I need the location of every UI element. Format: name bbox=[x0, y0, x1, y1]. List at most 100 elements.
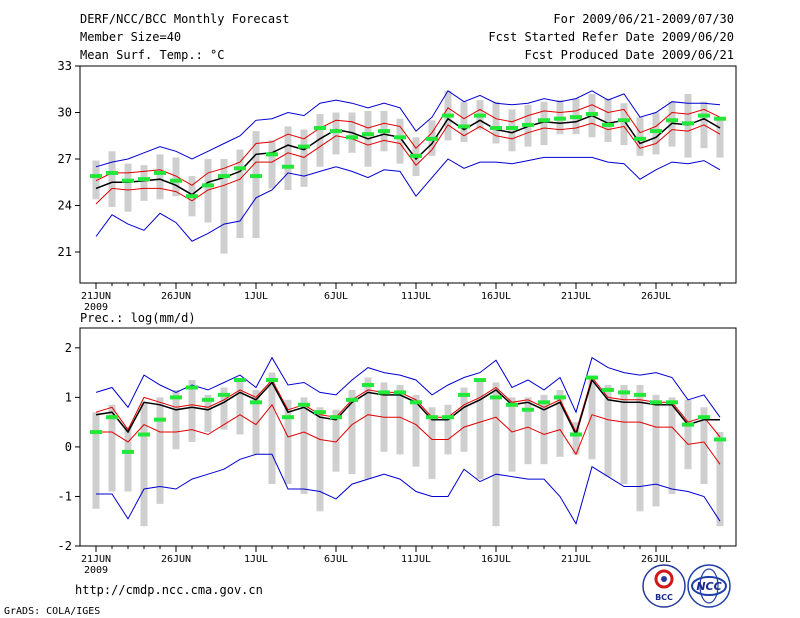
x-tick-label: 21JUN bbox=[81, 554, 111, 565]
x-tick-label: 16JUL bbox=[481, 291, 511, 302]
median-marker bbox=[378, 129, 390, 134]
median-marker bbox=[522, 407, 534, 412]
median-marker bbox=[346, 135, 358, 140]
median-marker bbox=[650, 400, 662, 405]
ensemble-range-bar bbox=[460, 387, 468, 452]
median-marker bbox=[666, 400, 678, 405]
ensemble-range-bar bbox=[652, 112, 660, 155]
ensemble-range-bar bbox=[396, 118, 404, 164]
x-tick-label: 16JUL bbox=[481, 554, 511, 565]
median-marker bbox=[538, 118, 550, 123]
ensemble-range-bar bbox=[540, 394, 548, 465]
median-marker bbox=[90, 430, 102, 435]
ensemble-range-bar bbox=[284, 399, 292, 485]
median-marker bbox=[298, 402, 310, 407]
y-tick-label: 1 bbox=[65, 390, 72, 404]
ensemble-range-bar bbox=[92, 160, 100, 200]
ensemble-range-bar bbox=[252, 131, 260, 239]
member-size-label: Member Size=40 bbox=[80, 30, 181, 44]
median-marker bbox=[314, 126, 326, 130]
median-marker bbox=[170, 178, 182, 183]
forecast-start-date: Fcst Started Refer Date 2009/06/20 bbox=[488, 30, 734, 44]
median-marker bbox=[394, 135, 406, 140]
median-marker bbox=[602, 122, 614, 127]
source-url[interactable]: http://cmdp.ncc.cma.gov.cn bbox=[75, 583, 263, 597]
ensemble-range-bar bbox=[204, 394, 212, 433]
ensemble-range-bar bbox=[396, 384, 404, 455]
ensemble-range-bar bbox=[108, 151, 116, 208]
grads-credit: GrADS: COLA/IGES bbox=[4, 606, 100, 617]
bcc-logo: BCC bbox=[642, 564, 686, 608]
median-marker bbox=[138, 432, 150, 437]
median-marker bbox=[474, 378, 486, 383]
median-marker bbox=[266, 378, 278, 383]
median-marker bbox=[490, 395, 502, 400]
median-marker bbox=[170, 395, 182, 400]
ensemble-range-bar bbox=[620, 103, 628, 146]
median-marker bbox=[570, 432, 582, 437]
ensemble-range-bar bbox=[460, 101, 468, 142]
median-marker bbox=[618, 390, 630, 395]
temperature-panel-title: Mean Surf. Temp.: °C bbox=[80, 48, 225, 62]
ensemble-range-bar bbox=[204, 159, 212, 223]
x-tick-label: 11JUL bbox=[401, 291, 431, 302]
ensemble-range-bar bbox=[428, 407, 436, 480]
ensemble-range-bar bbox=[588, 377, 596, 460]
x-tick-label: 26JUN bbox=[161, 554, 191, 565]
ensemble-range-bar bbox=[412, 394, 420, 467]
median-marker bbox=[282, 164, 294, 169]
median-marker bbox=[666, 118, 678, 123]
median-marker bbox=[154, 417, 166, 422]
ensemble-range-bar bbox=[220, 387, 228, 430]
ensemble-range-bar bbox=[716, 432, 724, 527]
median-marker bbox=[106, 170, 118, 175]
ensemble-range-bar bbox=[604, 384, 612, 477]
ensemble-range-bar bbox=[188, 380, 196, 442]
ensemble-range-bar bbox=[524, 397, 532, 465]
median-marker bbox=[650, 129, 662, 134]
year-label: 2009 bbox=[84, 302, 108, 313]
median-marker bbox=[218, 174, 230, 179]
ensemble-range-bar bbox=[572, 422, 580, 455]
ensemble-range-bar bbox=[652, 394, 660, 507]
median-marker bbox=[410, 400, 422, 405]
median-marker bbox=[234, 378, 246, 383]
median-marker bbox=[330, 415, 342, 420]
median-marker bbox=[362, 132, 374, 137]
precipitation-panel: -2 -1 0 1 2 21JUN 26JUN 1JUL 6JUL 11JUL 16JUL 21JUL… bbox=[58, 327, 737, 576]
ensemble-range-bar bbox=[124, 163, 132, 212]
min-line bbox=[96, 453, 721, 525]
ensemble-range-bar bbox=[700, 407, 708, 485]
year-label: 2009 bbox=[84, 565, 108, 576]
ensemble-range-bar bbox=[492, 382, 500, 527]
median-marker bbox=[634, 136, 646, 141]
median-marker bbox=[618, 118, 630, 123]
median-marker bbox=[346, 397, 358, 402]
ncc-logo: NCC bbox=[687, 564, 731, 608]
x-tick-label: 1JUL bbox=[244, 291, 268, 302]
ensemble-range-bar bbox=[684, 93, 692, 158]
median-marker bbox=[298, 144, 310, 149]
ensemble-range-bar bbox=[268, 372, 276, 485]
y-tick-label: -2 bbox=[58, 539, 72, 553]
ensemble-range-bar bbox=[364, 377, 372, 480]
mean-line bbox=[95, 378, 720, 437]
median-marker bbox=[698, 113, 710, 118]
x-tick-label: 6JUL bbox=[324, 554, 348, 565]
forecast-produced-date: Fcst Produced Date 2009/06/21 bbox=[524, 48, 734, 62]
ensemble-range-bar bbox=[156, 154, 164, 200]
median-marker bbox=[234, 166, 246, 171]
median-marker bbox=[394, 390, 406, 395]
x-tick-label: 21JUL bbox=[561, 554, 591, 565]
median-marker bbox=[458, 392, 470, 397]
ensemble-range-bar bbox=[124, 427, 132, 492]
ensemble-range-bar bbox=[156, 397, 164, 504]
median-marker bbox=[202, 183, 214, 188]
forecast-period: For 2009/06/21-2009/07/30 bbox=[553, 12, 734, 26]
plot-frame bbox=[79, 65, 737, 284]
ensemble-range-bar bbox=[332, 409, 340, 472]
median-marker bbox=[202, 397, 214, 402]
ensemble-range-bar bbox=[300, 129, 308, 187]
median-marker bbox=[138, 177, 150, 182]
y-tick-label: 0 bbox=[65, 440, 72, 454]
